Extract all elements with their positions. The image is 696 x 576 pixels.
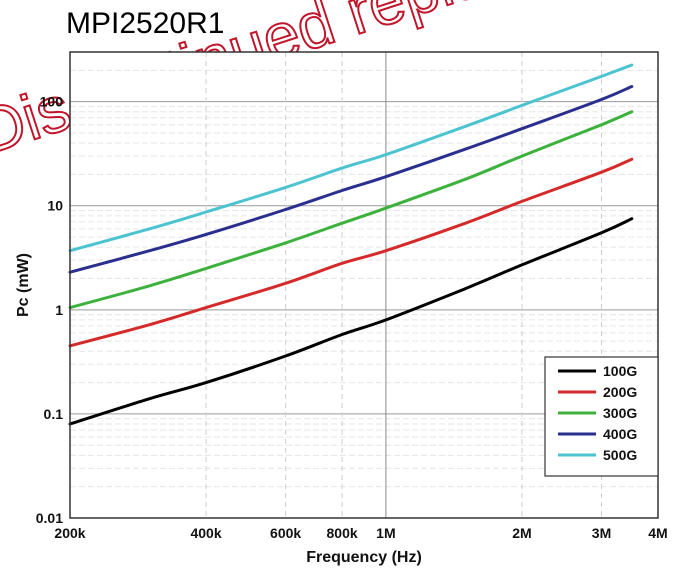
x-tick-label: 400k bbox=[190, 525, 221, 541]
legend: 100G 200G 300G 400G 500G bbox=[544, 356, 659, 477]
series-lines bbox=[68, 63, 634, 426]
y-axis-label: Pc (mW) bbox=[15, 253, 32, 317]
x-tick-label: 800k bbox=[327, 525, 358, 541]
y-tick-label: 0.01 bbox=[36, 510, 63, 526]
plot-frame bbox=[69, 51, 659, 519]
series-line-500G bbox=[68, 63, 634, 253]
x-tick-label: 600k bbox=[270, 525, 301, 541]
legend-entry-label: 300G bbox=[603, 405, 637, 421]
chart-title: MPI2520R1 bbox=[66, 7, 224, 40]
tick-labels: 200k 400k 600k 800k 1M 2M 3M 4M 0.01 0.1 1 10 100 bbox=[36, 94, 668, 541]
series-line-300G bbox=[68, 110, 634, 310]
legend-entry-label: 400G bbox=[603, 426, 637, 442]
series-line-100G bbox=[68, 217, 634, 426]
legend-entry-label: 100G bbox=[603, 363, 637, 379]
x-tick-label: 1M bbox=[376, 525, 395, 541]
y-tick-label: 1 bbox=[55, 302, 63, 318]
series-line-400G bbox=[68, 85, 634, 274]
legend-entry-label: 200G bbox=[603, 384, 637, 400]
x-tick-label: 2M bbox=[512, 525, 531, 541]
y-tick-label: 100 bbox=[40, 94, 64, 110]
y-tick-label: 0.1 bbox=[44, 406, 64, 422]
legend-entry-label: 500G bbox=[603, 447, 637, 463]
x-tick-label: 3M bbox=[592, 525, 611, 541]
x-axis-label: Frequency (Hz) bbox=[306, 549, 422, 566]
series-line-200G bbox=[68, 157, 634, 348]
legend-box bbox=[544, 356, 659, 477]
x-tick-label: 200k bbox=[54, 525, 85, 541]
y-tick-label: 10 bbox=[47, 198, 63, 214]
x-tick-label: 4M bbox=[648, 525, 667, 541]
